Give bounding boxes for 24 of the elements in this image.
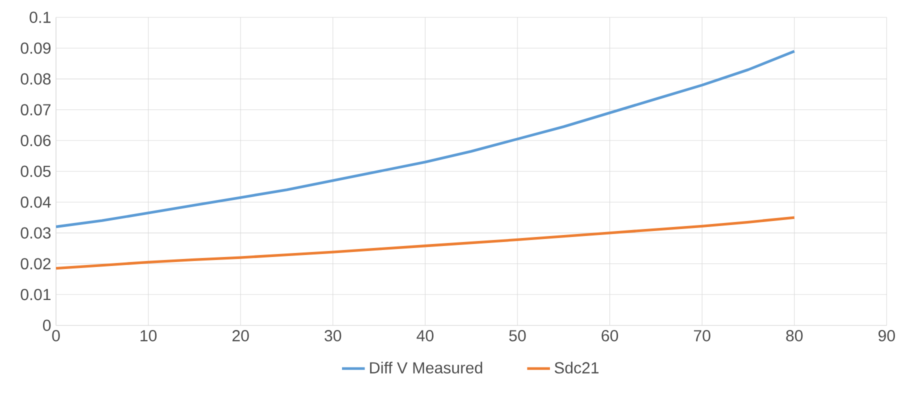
x-tick-label: 20 [232, 330, 249, 342]
x-tick-label: 90 [878, 330, 895, 342]
x-tick-label: 40 [416, 330, 434, 342]
y-tick-label: 0.09 [20, 42, 51, 54]
x-tick-label: 60 [602, 330, 618, 342]
y-tick-label: 0.02 [20, 258, 50, 270]
x-tick-label: 70 [694, 330, 710, 342]
y-tick-label: 0.04 [20, 196, 51, 208]
y-tick-label: 0.05 [20, 166, 51, 177]
y-tick-label: 0.1 [30, 12, 51, 23]
legend-label: Sdc21 [554, 362, 599, 374]
x-tick-label: 0 [52, 330, 60, 342]
y-tick-label: 0.07 [20, 104, 50, 116]
x-tick-label: 80 [786, 330, 803, 342]
y-tick-label: 0.08 [20, 73, 51, 85]
x-tick-label: 30 [324, 330, 342, 342]
line-series [56, 50, 796, 228]
y-tick-label: 0 [43, 320, 51, 331]
x-tick-label: 10 [140, 330, 157, 342]
legend-label: Diff V Measured [370, 362, 482, 374]
y-tick-label: 0.03 [20, 227, 51, 239]
y-tick-label: 0.06 [20, 134, 51, 146]
x-tick-label: 50 [509, 330, 526, 342]
y-tick-label: 0.01 [20, 288, 51, 300]
